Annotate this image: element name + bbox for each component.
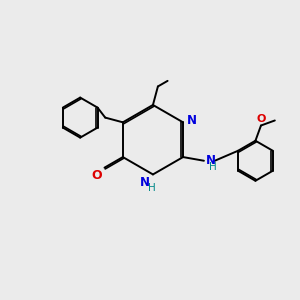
Text: H: H bbox=[148, 183, 155, 193]
Text: N: N bbox=[187, 114, 197, 127]
Text: H: H bbox=[209, 162, 217, 172]
Text: O: O bbox=[257, 114, 266, 124]
Text: N: N bbox=[140, 176, 150, 189]
Text: O: O bbox=[92, 169, 102, 182]
Text: N: N bbox=[206, 154, 216, 167]
